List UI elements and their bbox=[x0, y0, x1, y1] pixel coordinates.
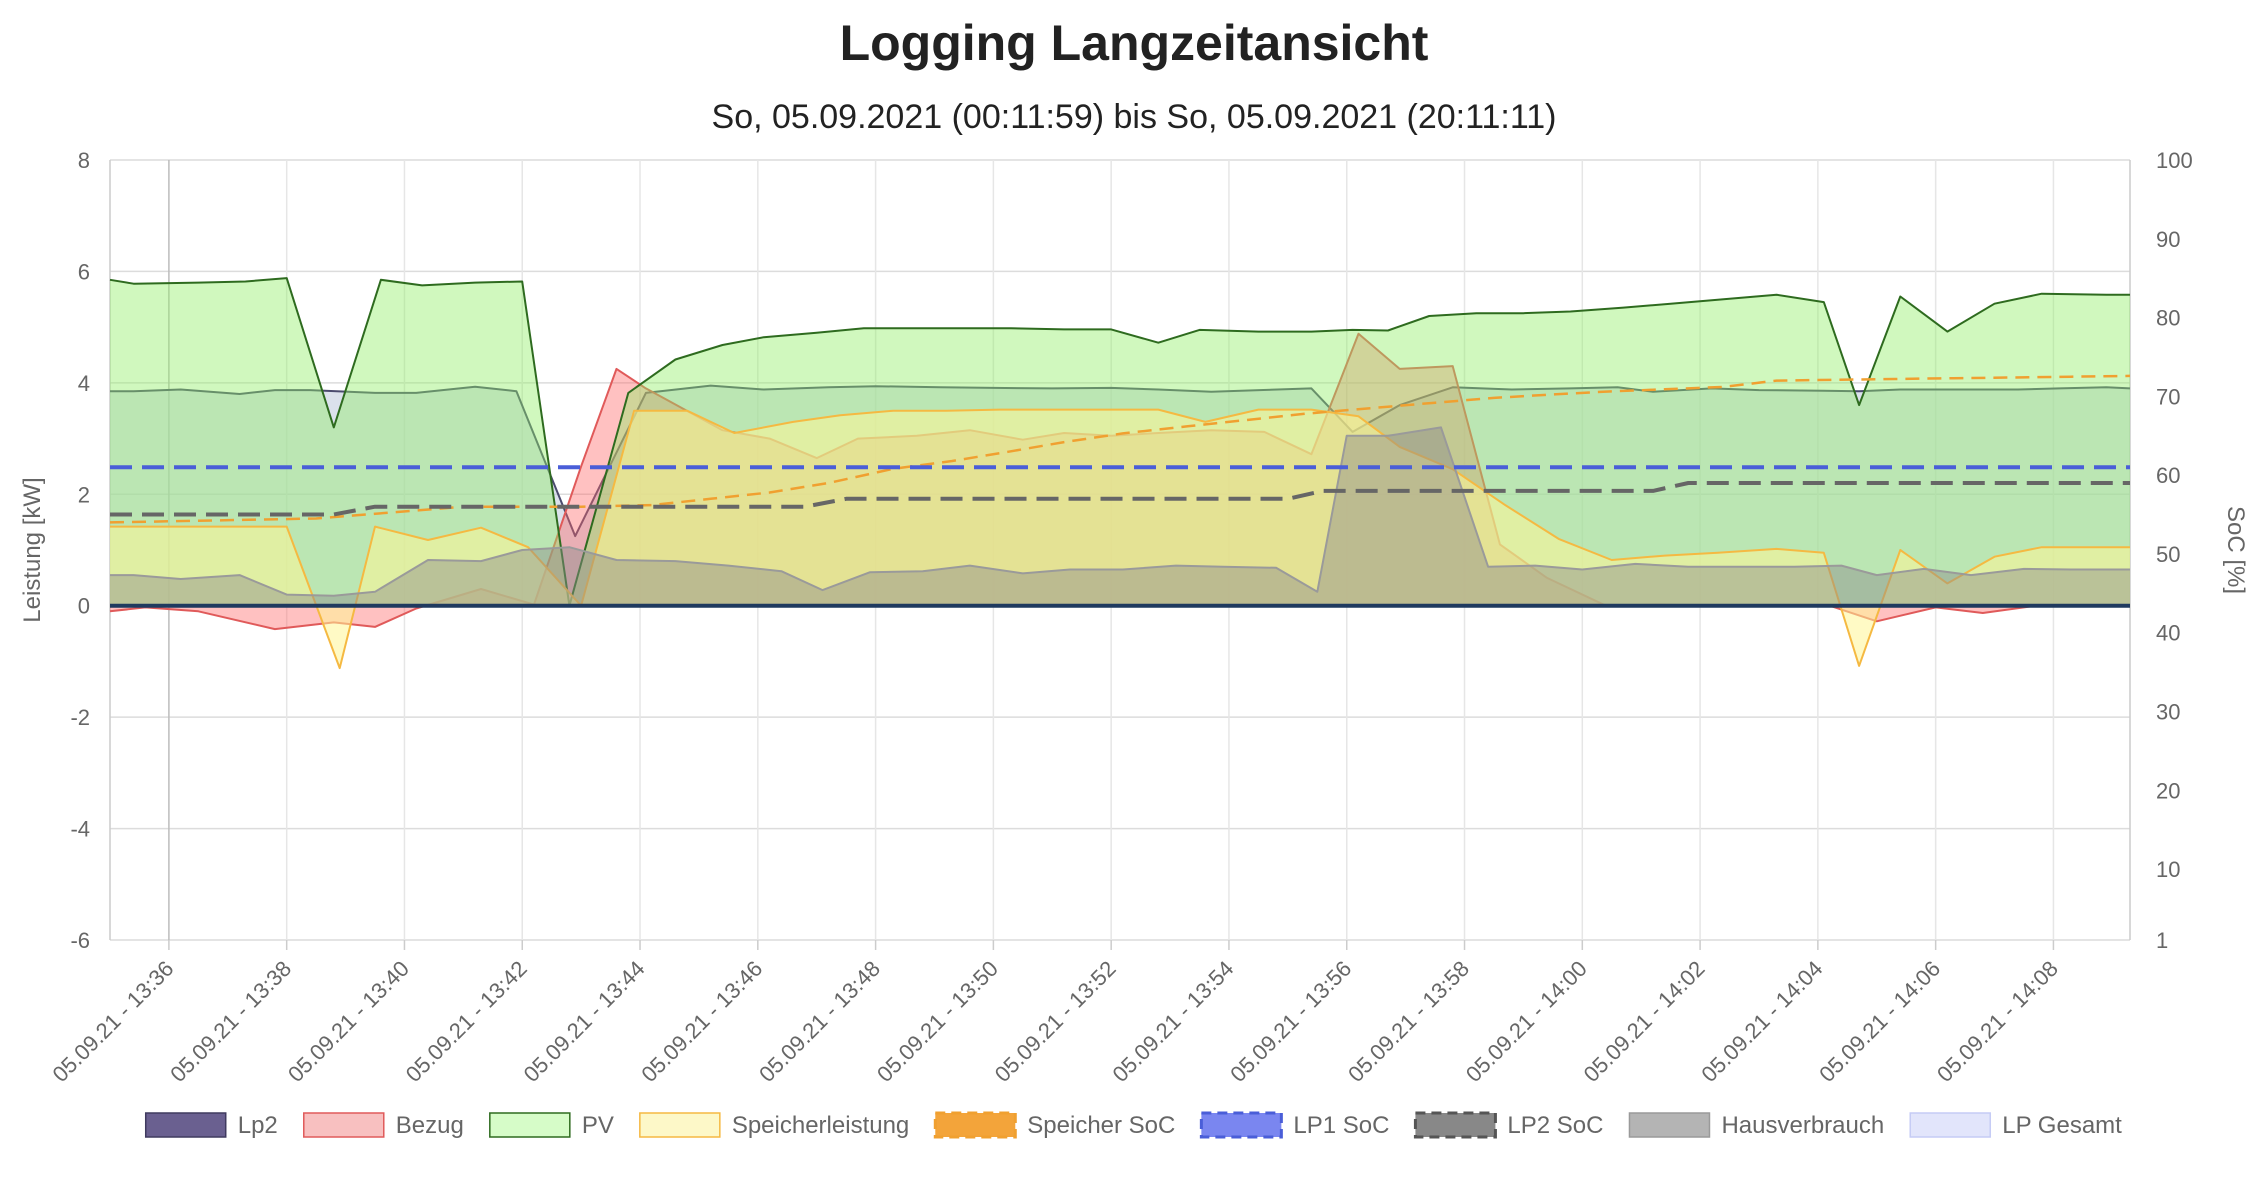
chart-title: Logging Langzeitansicht bbox=[839, 15, 1429, 71]
legend-swatch bbox=[1199, 1111, 1283, 1139]
series-line-pv bbox=[109, 277, 2130, 607]
x-tick-label: 05.09.21 - 14:06 bbox=[1814, 956, 1945, 1087]
legend-swatch bbox=[303, 1112, 385, 1138]
legend-label: Hausverbrauch bbox=[1721, 1112, 1884, 1139]
legend-label: Speicherleistung bbox=[732, 1112, 909, 1139]
x-tick-label: 05.09.21 - 14:00 bbox=[1461, 956, 1592, 1087]
series-line-lp2-soc bbox=[110, 481, 2130, 517]
series-line-hausverbrauch bbox=[110, 426, 2130, 597]
legend-swatch bbox=[1413, 1111, 1497, 1139]
x-tick-label: 05.09.21 - 13:56 bbox=[1225, 956, 1356, 1087]
series-area-speicherleistung bbox=[110, 409, 2130, 669]
y-right-tick-label: 100 bbox=[2156, 148, 2193, 173]
y-left-tick-label: -2 bbox=[70, 705, 90, 730]
y-right-tick-label: 80 bbox=[2156, 306, 2180, 331]
x-tick-label: 05.09.21 - 13:54 bbox=[1107, 956, 1238, 1087]
x-tick-label: 05.09.21 - 13:48 bbox=[754, 956, 885, 1087]
series-line-speicher-soc bbox=[109, 374, 2131, 524]
legend-label: LP Gesamt bbox=[2002, 1112, 2122, 1139]
legend-item-lp1-soc[interactable]: LP1 SoC bbox=[1199, 1111, 1389, 1139]
legend-swatch bbox=[933, 1111, 1017, 1139]
y-right-axis-title: SoC [%] bbox=[2222, 506, 2249, 594]
y-left-tick-label: -6 bbox=[70, 928, 90, 953]
x-tick-label: 05.09.21 - 13:40 bbox=[283, 956, 414, 1087]
y-right-tick-label: 20 bbox=[2156, 778, 2180, 803]
legend-item-bezug[interactable]: Bezug bbox=[303, 1112, 464, 1139]
chart-subtitle: So, 05.09.2021 (00:11:59) bis So, 05.09.… bbox=[711, 98, 1557, 136]
legend-label: Bezug bbox=[396, 1112, 464, 1139]
y-right-tick-label: 90 bbox=[2156, 227, 2180, 252]
legend-item-pv[interactable]: PV bbox=[489, 1112, 614, 1139]
y-left-tick-label: 2 bbox=[78, 482, 90, 507]
legend-item-lp2[interactable]: Lp2 bbox=[144, 1112, 278, 1139]
legend-swatch bbox=[639, 1112, 721, 1138]
x-tick-label: 05.09.21 - 13:42 bbox=[401, 956, 532, 1087]
y-right-tick-label: 40 bbox=[2156, 621, 2180, 646]
x-tick-label: 05.09.21 - 13:58 bbox=[1343, 956, 1474, 1087]
x-tick-label: 05.09.21 - 14:04 bbox=[1696, 956, 1827, 1087]
legend-item-speicherleistung[interactable]: Speicherleistung bbox=[639, 1112, 909, 1139]
y-left-tick-label: -4 bbox=[70, 817, 90, 842]
x-tick-label: 05.09.21 - 13:36 bbox=[47, 956, 178, 1087]
legend-label: Speicher SoC bbox=[1027, 1112, 1175, 1139]
y-left-tick-label: 4 bbox=[78, 371, 90, 396]
legend-swatch bbox=[1628, 1112, 1711, 1138]
legend-swatch bbox=[489, 1112, 571, 1138]
y-right-tick-label: 10 bbox=[2156, 857, 2180, 882]
x-tick-label: 05.09.21 - 13:46 bbox=[636, 956, 767, 1087]
x-tick-label: 05.09.21 - 14:08 bbox=[1932, 956, 2063, 1087]
x-tick-label: 05.09.21 - 14:02 bbox=[1579, 956, 1710, 1087]
legend-label: Lp2 bbox=[238, 1112, 278, 1139]
y-right-tick-label: 1 bbox=[2156, 928, 2168, 953]
x-tick-label: 05.09.21 - 13:44 bbox=[519, 956, 650, 1087]
legend-item-lp-gesamt[interactable]: LP Gesamt bbox=[1909, 1112, 2122, 1139]
legend-swatch bbox=[1909, 1112, 1991, 1138]
y-right-tick-label: 50 bbox=[2156, 542, 2180, 567]
series-layer bbox=[109, 277, 2131, 670]
y-left-tick-label: 6 bbox=[78, 259, 90, 284]
y-left-tick-label: 8 bbox=[78, 148, 90, 173]
y-left-axis-title: Leistung [kW] bbox=[19, 477, 46, 622]
legend-item-speicher-soc[interactable]: Speicher SoC bbox=[933, 1111, 1175, 1139]
legend-label: LP1 SoC bbox=[1293, 1112, 1389, 1139]
legend-item-hausverbrauch[interactable]: Hausverbrauch bbox=[1628, 1112, 1884, 1139]
x-tick-label: 05.09.21 - 13:52 bbox=[990, 956, 1121, 1087]
x-tick-label: 05.09.21 - 13:50 bbox=[872, 956, 1003, 1087]
series-area-hausverbrauch bbox=[110, 427, 2130, 606]
legend-item-lp2-soc[interactable]: LP2 SoC bbox=[1413, 1111, 1603, 1139]
y-right-tick-label: 70 bbox=[2156, 384, 2180, 409]
y-left-tick-label: 0 bbox=[78, 594, 90, 619]
legend-swatch bbox=[144, 1112, 227, 1138]
series-line-speicherleistung bbox=[110, 408, 2130, 670]
x-tick-label: 05.09.21 - 13:38 bbox=[165, 956, 296, 1087]
y-right-tick-label: 30 bbox=[2156, 700, 2180, 725]
legend-label: LP2 SoC bbox=[1507, 1112, 1603, 1139]
series-line-lp2 bbox=[110, 384, 2131, 538]
legend-label: PV bbox=[582, 1112, 614, 1139]
y-right-tick-label: 60 bbox=[2156, 463, 2180, 488]
legend-layer: Lp2 Bezug PV Speicherleistung Speicher SoC LP… bbox=[144, 1111, 2122, 1139]
